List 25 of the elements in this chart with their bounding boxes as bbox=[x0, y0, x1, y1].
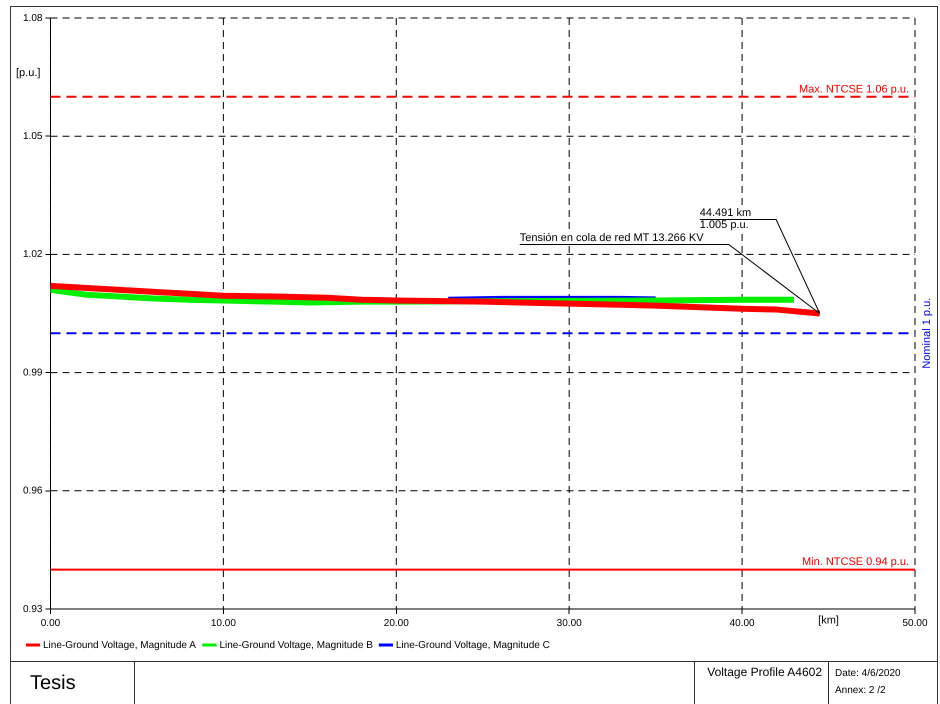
ref-line-label: Min. NTCSE 0.94 p.u. bbox=[802, 556, 909, 568]
annotation: 44.491 km 1.005 p.u. bbox=[700, 207, 752, 232]
legend-label: Line-Ground Voltage, Magnitude B bbox=[219, 640, 374, 651]
x-tick-label: 0.00 bbox=[40, 618, 61, 629]
text: Date: 4/6/2020 Annex: 2 /2 bbox=[828, 662, 938, 704]
x-tick-label: 20.00 bbox=[384, 618, 410, 629]
ref-line-label: Max. NTCSE 1.06 p.u. bbox=[798, 83, 909, 96]
x-tick-label: 30.00 bbox=[556, 618, 582, 629]
y-tick-label: 1.08 bbox=[22, 12, 43, 24]
text: Voltage Profile A4602 bbox=[706, 664, 823, 681]
x-tick-label: 10.00 bbox=[210, 618, 236, 629]
x-tick-label: 50.00 bbox=[902, 618, 928, 629]
ref-line-label: Nominal 1 p.u. bbox=[921, 298, 934, 369]
y-tick-label: 1.05 bbox=[22, 130, 43, 142]
x-tick-label: 40.00 bbox=[730, 618, 756, 629]
legend-label: Line-Ground Voltage, Magnitude C bbox=[396, 640, 550, 651]
x-axis-title: [km] bbox=[818, 614, 839, 627]
annotation: Tensión en cola de red MT 13.266 KV bbox=[520, 232, 704, 244]
y-tick-label: 0.96 bbox=[22, 486, 43, 497]
legend-label: Line-Ground Voltage, Magnitude A bbox=[43, 640, 196, 651]
y-tick-label: 1.02 bbox=[22, 249, 43, 260]
y-tick-label: 0.99 bbox=[22, 367, 43, 378]
y-tick-label: 0.93 bbox=[22, 604, 43, 615]
y-axis-title: [p.u.] bbox=[16, 67, 40, 80]
text: Tesis bbox=[10, 662, 135, 704]
